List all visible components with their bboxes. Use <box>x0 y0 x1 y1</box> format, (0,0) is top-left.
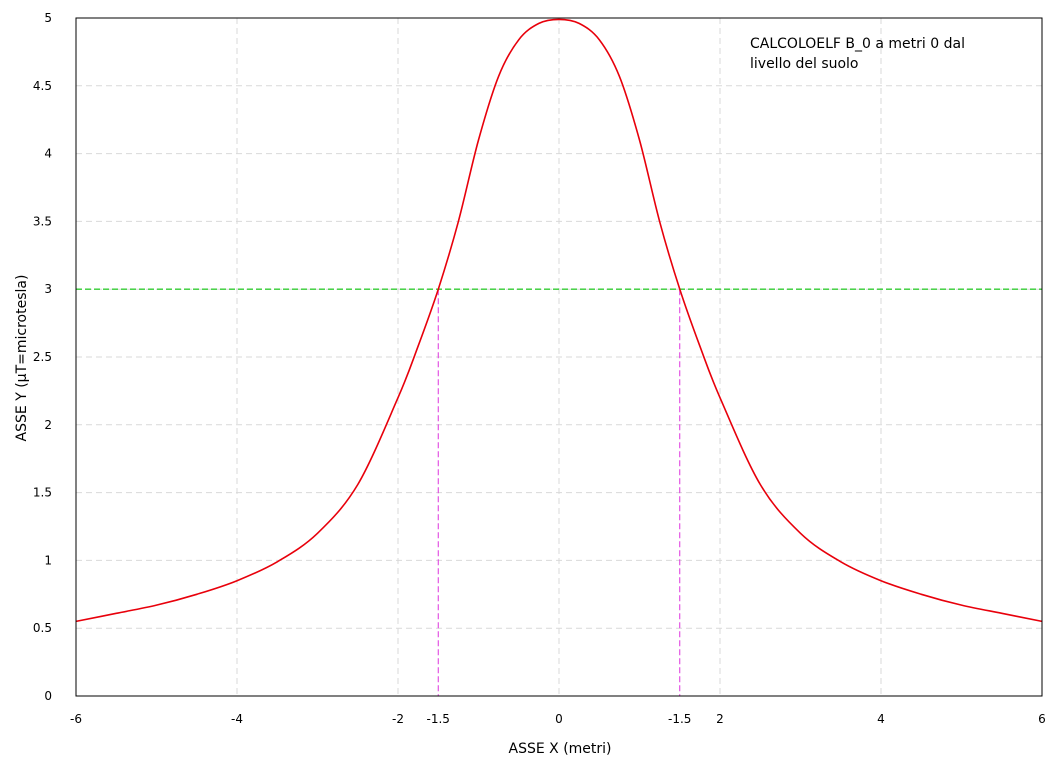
x-tick-label: 2 <box>716 712 724 726</box>
y-tick-label: 4.5 <box>33 79 52 93</box>
x-tick-label: -1.5 <box>668 712 691 726</box>
x-tick-label: -2 <box>392 712 404 726</box>
y-tick-label: 5 <box>44 11 52 25</box>
x-tick-label: -1.5 <box>427 712 450 726</box>
y-tick-label: 3 <box>44 282 52 296</box>
marker-layer <box>437 289 681 696</box>
x-tick-label: -4 <box>231 712 243 726</box>
y-tick-label: 4 <box>44 147 52 161</box>
y-tick-label: 3.5 <box>33 214 52 228</box>
x-tick-label: -6 <box>70 712 82 726</box>
plot-frame <box>75 17 1043 697</box>
y-tick-label: 2.5 <box>33 350 52 364</box>
annotation-line-2: livello del suolo <box>750 56 859 72</box>
x-tick-label: 4 <box>877 712 885 726</box>
x-tick-label: 0 <box>555 712 563 726</box>
y-axis-title: ASSE Y (µT=microtesla) <box>14 275 30 442</box>
y-tick-label: 0 <box>44 689 52 703</box>
y-tick-label: 0.5 <box>33 621 52 635</box>
x-tick-label: 6 <box>1038 712 1046 726</box>
series-layer <box>75 18 1043 623</box>
grid <box>76 18 1042 696</box>
annotation-line-1: CALCOLOELF B_0 a metri 0 dal <box>750 36 965 52</box>
series-line <box>75 18 1043 623</box>
y-tick-label: 1 <box>44 553 52 567</box>
y-tick-labels: 0 0.5 1 1.5 2 2.5 3 3.5 4 4.5 5 <box>33 11 52 703</box>
y-tick-label: 1.5 <box>33 486 52 500</box>
x-axis-title: ASSE X (metri) <box>509 741 612 757</box>
x-tick-labels: -6 -4 -2 -1.5 0 -1.5 2 4 6 <box>70 712 1046 726</box>
y-tick-label: 2 <box>44 418 52 432</box>
